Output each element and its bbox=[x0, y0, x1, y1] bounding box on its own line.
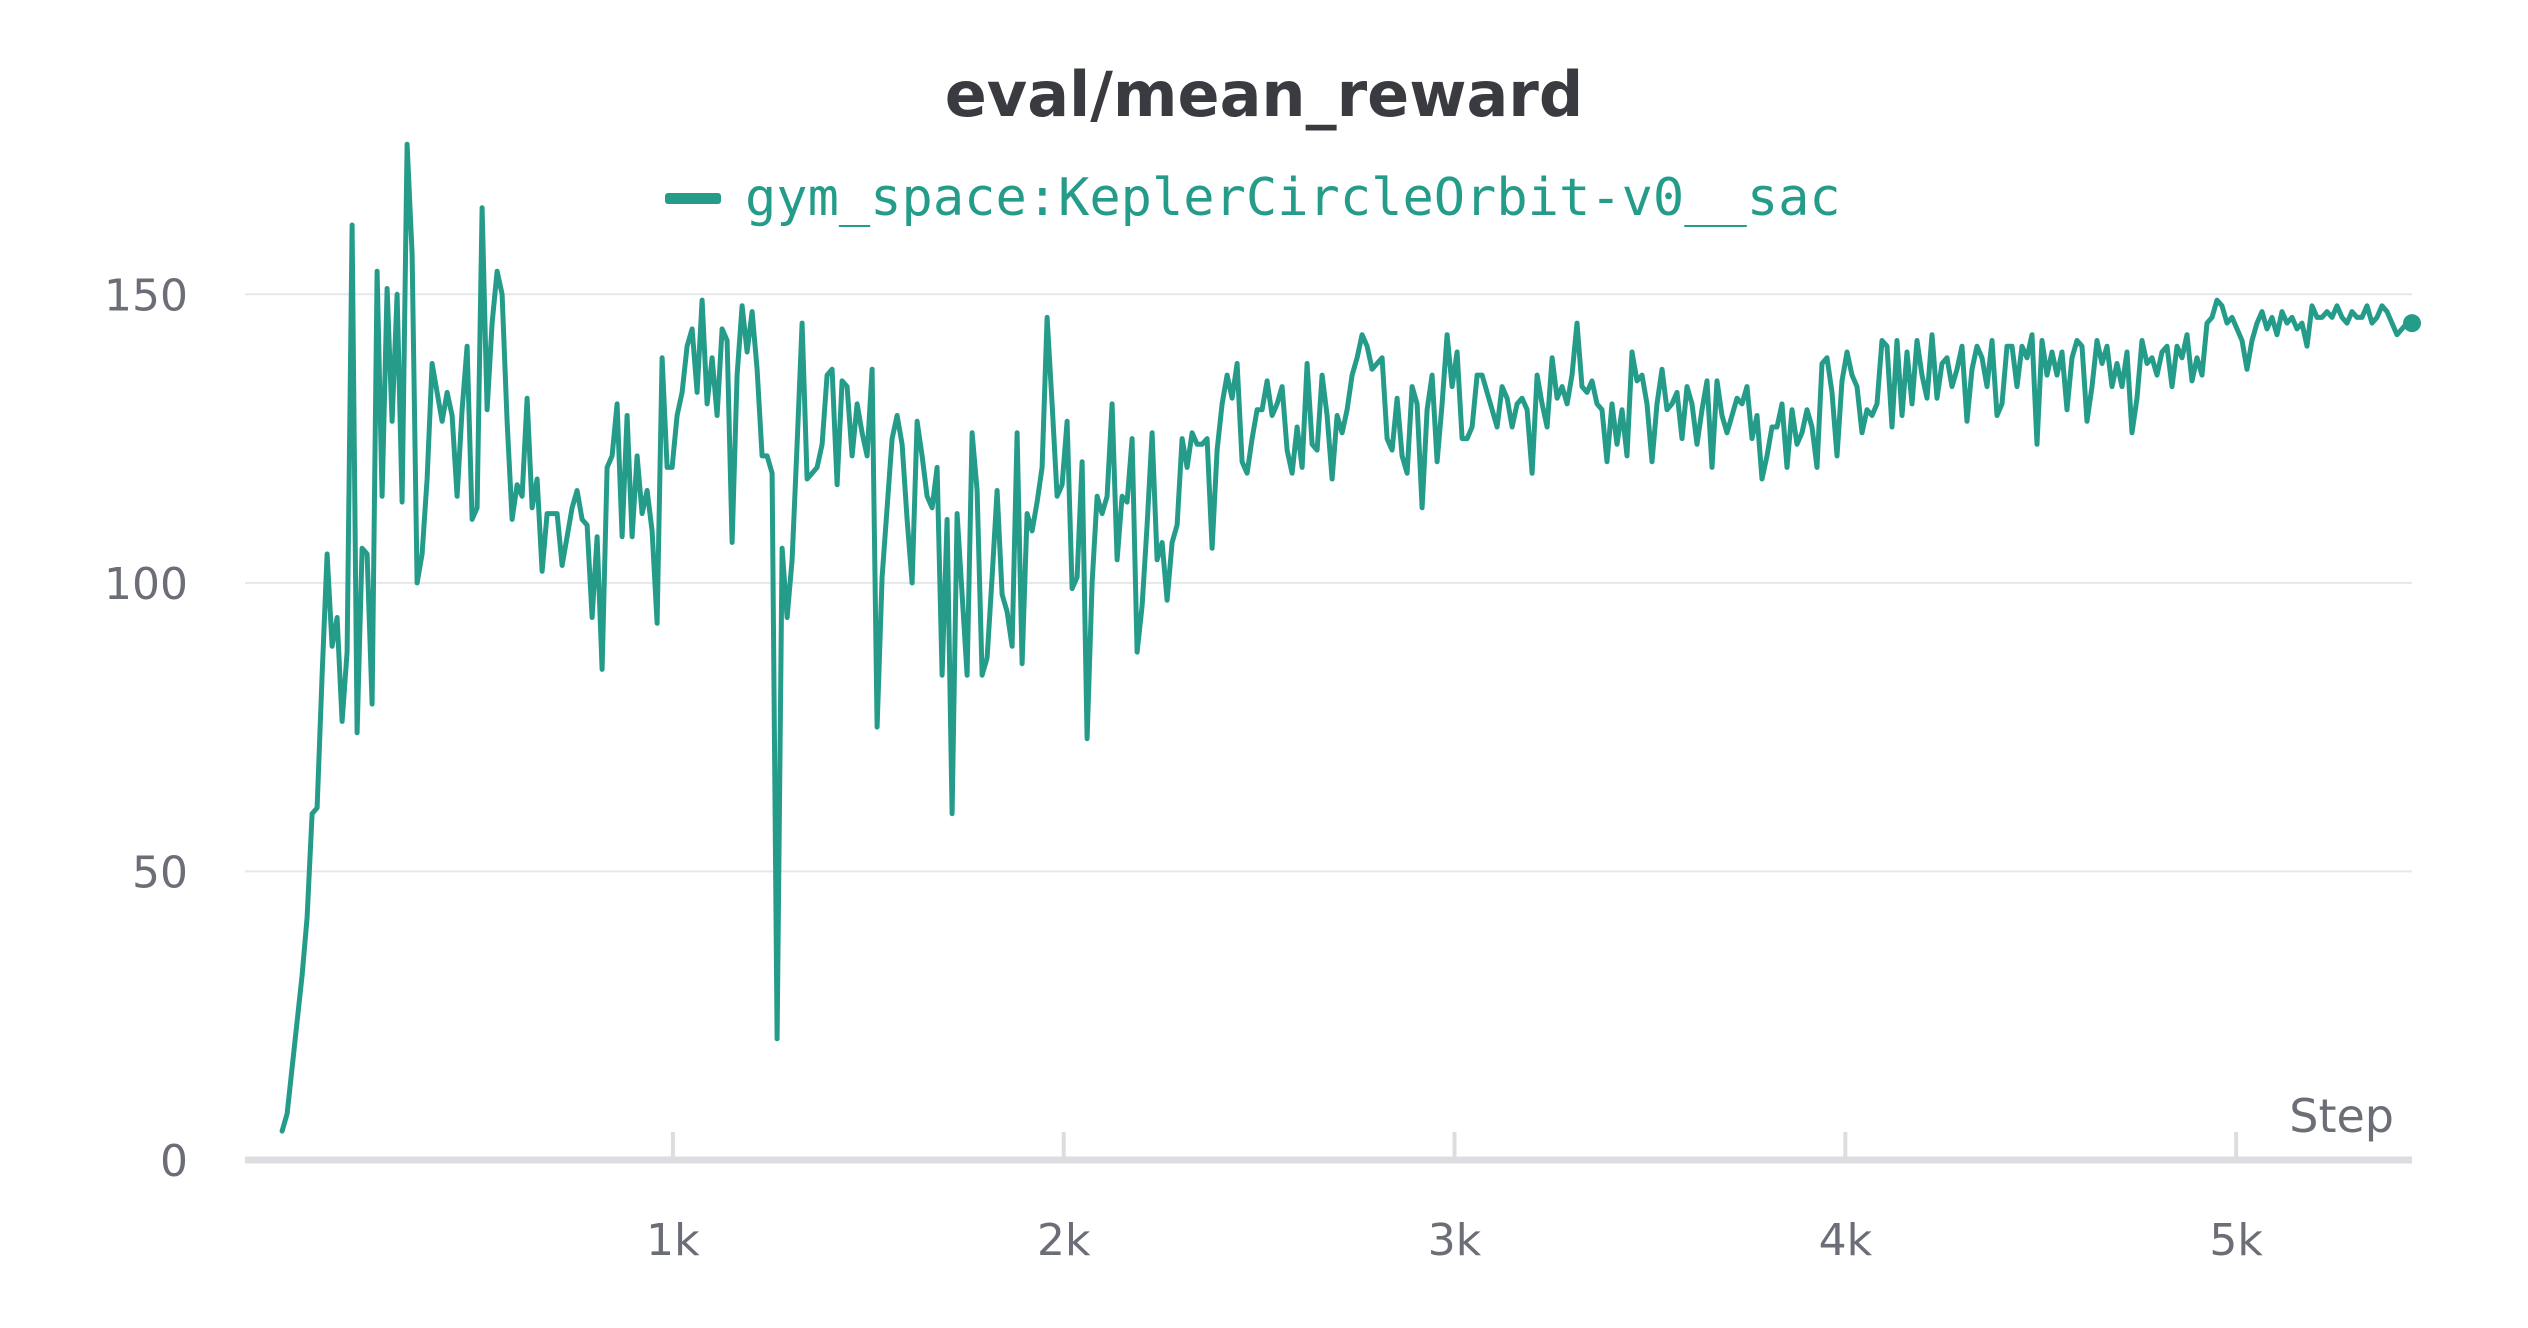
x-tick-label: 5k bbox=[2209, 1215, 2263, 1266]
x-tick-label: 2k bbox=[1037, 1215, 1091, 1266]
x-tick-label: 1k bbox=[646, 1215, 700, 1266]
y-tick-label: 0 bbox=[160, 1136, 188, 1187]
gridlines bbox=[245, 293, 2412, 873]
series-end-marker bbox=[2403, 314, 2421, 333]
x-tick-label: 4k bbox=[1819, 1215, 1873, 1266]
y-tick-label: 100 bbox=[104, 559, 188, 610]
legend: gym_space:KeplerCircleOrbit-v0__sac bbox=[665, 158, 1841, 238]
legend-swatch bbox=[665, 192, 721, 204]
series-line bbox=[279, 141, 2415, 1134]
y-tick-label: 50 bbox=[132, 847, 188, 898]
x-axis-label: Step bbox=[2289, 1089, 2394, 1143]
axes: 0 50 100 150 1k 2k 3k 4k 5k bbox=[104, 270, 2412, 1266]
x-tick-label: 3k bbox=[1428, 1215, 1482, 1266]
legend-label: gym_space:KeplerCircleOrbit-v0__sac bbox=[745, 168, 1841, 228]
chart-title: eval/mean_reward bbox=[944, 58, 1584, 131]
series-layer bbox=[279, 141, 2421, 1134]
y-tick-label: 150 bbox=[104, 270, 188, 321]
